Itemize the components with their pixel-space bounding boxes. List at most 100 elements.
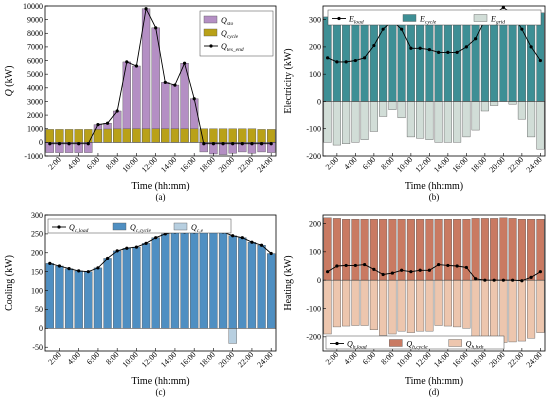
legend-label-main: Q <box>221 29 227 38</box>
y-tick-label: 6000 <box>27 56 43 65</box>
point-tes_end-23 <box>259 142 264 146</box>
y-axis-label-unit: (kW) <box>283 48 294 72</box>
y-axis-label-unit: (kW) <box>4 255 15 279</box>
y-tick-label: 0 <box>39 138 43 147</box>
x-tick-label: 16:00 <box>178 155 197 174</box>
point-load-22 <box>520 27 524 31</box>
bar-cycle-4 <box>74 129 83 143</box>
bar-c,cycle-12 <box>151 237 160 329</box>
bar-sto-11 <box>141 8 151 143</box>
y-tick-label: 200 <box>309 219 321 228</box>
x-axis-label: Time (hh:mm) <box>131 181 189 192</box>
legend-swatch <box>448 339 462 347</box>
chart-panel-d: -200 -100 0 100 200 2:00 4:00 6:00 8:00 10:00 12:0… <box>283 214 546 397</box>
bar-h,hxh-17 <box>471 279 480 340</box>
y-tick-label: 50 <box>35 305 43 314</box>
y-axis-label-unit: (kW) <box>4 66 15 90</box>
bar-h,cycle-22 <box>517 219 526 281</box>
point-load-5 <box>363 56 367 60</box>
point-load-10 <box>409 46 413 50</box>
legend-item-cycle: Ecycle <box>402 14 437 26</box>
legend-label-main: Q <box>406 340 412 349</box>
point-load-4 <box>353 58 357 63</box>
bar-cycle-11 <box>141 128 151 143</box>
bar-cycle-10 <box>406 12 415 102</box>
y-tick-label: 100 <box>309 70 321 79</box>
point-load-20 <box>501 5 505 9</box>
bar-grid-24 <box>536 101 545 150</box>
bar-grid-19 <box>490 101 499 106</box>
legend-label-main: E <box>348 15 354 24</box>
point-c,load-3 <box>67 267 71 271</box>
bar-cycle-10 <box>132 128 141 143</box>
bar-h,cycle-23 <box>527 219 536 281</box>
point-load-7 <box>381 27 385 31</box>
point-h,load-20 <box>501 278 505 282</box>
x-tick-label: 4:00 <box>66 350 82 366</box>
legend-label: Qh,cycle <box>406 340 428 351</box>
legend-swatch-point <box>335 341 339 346</box>
bar-cycle-24 <box>267 129 276 143</box>
point-tes_end-19 <box>221 142 225 146</box>
bar-c,cycle-20 <box>228 235 237 329</box>
bar-h,hxh-8 <box>388 279 397 335</box>
legend-swatch <box>203 28 218 37</box>
y-tick-label: 7000 <box>27 43 43 52</box>
x-tick-label: 16:00 <box>178 350 197 369</box>
bar-cycle-7 <box>103 128 112 143</box>
point-load-9 <box>400 27 404 31</box>
bar-grid-22 <box>517 101 526 120</box>
bar-h,hxh-9 <box>397 279 406 332</box>
x-tick-label: 12:00 <box>140 350 159 369</box>
x-tick-label: 8:00 <box>104 350 120 366</box>
bar-grid-12 <box>425 101 434 140</box>
point-c,load-22 <box>250 240 254 244</box>
legend-label: Qh,hxh <box>466 340 484 351</box>
legend-item-c,cycle: Qc,cycle <box>112 222 151 234</box>
y-tick-label: 200 <box>309 43 321 52</box>
y-axis-label-main: Heating <box>283 279 294 311</box>
bar-c,cycle-6 <box>93 267 103 329</box>
point-h,load-6 <box>372 267 376 271</box>
point-load-14 <box>446 50 450 54</box>
point-tes_end-2 <box>57 142 62 146</box>
point-tes_end-24 <box>269 142 273 146</box>
legend-label-sub: h,hxh <box>471 345 483 351</box>
bar-c,cycle-21 <box>238 237 247 329</box>
bar-h,hxh-19 <box>490 279 499 343</box>
legend-label-sub: load <box>354 20 364 26</box>
bar-cycle-3 <box>64 129 74 143</box>
bar-cycle-9 <box>122 128 131 143</box>
y-tick-label: 300 <box>31 211 43 220</box>
bar-c,cycle-7 <box>103 258 112 329</box>
legend-swatch <box>402 14 417 22</box>
point-h,load-5 <box>363 262 367 267</box>
legend-swatch <box>203 15 218 24</box>
point-h,load-13 <box>437 262 441 267</box>
chart-panel-c: -50 0 50 100 150 200 250 300 2:00 4:00 6:00 8:00 10:… <box>4 211 277 397</box>
point-h,load-9 <box>400 268 404 272</box>
bar-c,cycle-16 <box>190 231 199 329</box>
bar-h,hxh-24 <box>536 279 545 333</box>
legend-label-main: Q <box>221 42 227 51</box>
bar-c,cycle-14 <box>170 231 180 329</box>
legend-label: Qc,load <box>69 223 89 234</box>
x-tick-label: 20:00 <box>488 350 507 369</box>
point-h,load-17 <box>474 277 478 281</box>
x-tick-label: 24:00 <box>255 155 274 174</box>
point-h,load-22 <box>520 279 524 283</box>
y-tick-label: 3000 <box>27 97 43 106</box>
bar-c,cycle-9 <box>122 248 131 329</box>
bar-cycle-16 <box>190 128 199 143</box>
bar-h,hxh-3 <box>342 279 351 327</box>
bar-h,cycle-8 <box>388 219 397 281</box>
legend: Qc,load Qc,cycle Qc,e <box>47 218 232 234</box>
point-h,load-14 <box>446 263 450 268</box>
legend-item-c,load: Qc,load <box>52 223 89 234</box>
x-tick-label: 22:00 <box>236 350 255 369</box>
legend-item-tes_end: Qtes_end <box>204 42 244 53</box>
y-axis-label: Electricity (kW) <box>283 48 294 113</box>
bar-cycle-14 <box>170 128 180 143</box>
legend-item-cycle: Qcycle <box>203 28 239 40</box>
point-c,load-12 <box>154 236 158 240</box>
